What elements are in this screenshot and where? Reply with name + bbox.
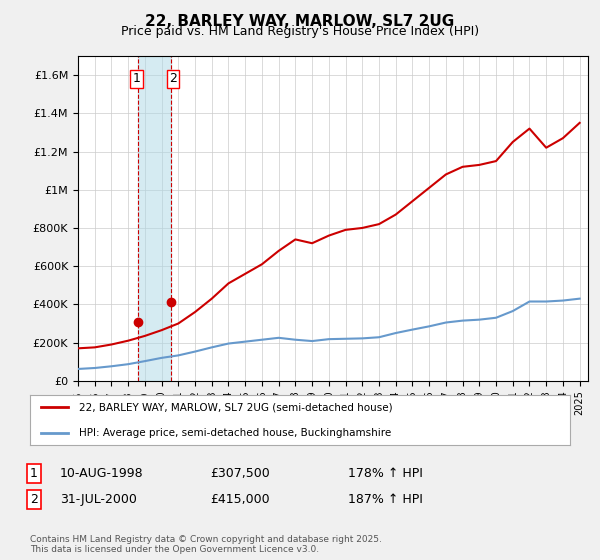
Text: £307,500: £307,500 — [210, 466, 270, 480]
Text: 178% ↑ HPI: 178% ↑ HPI — [348, 466, 423, 480]
Text: Contains HM Land Registry data © Crown copyright and database right 2025.
This d: Contains HM Land Registry data © Crown c… — [30, 535, 382, 554]
Text: 187% ↑ HPI: 187% ↑ HPI — [348, 493, 423, 506]
Text: 2: 2 — [30, 493, 38, 506]
Text: 22, BARLEY WAY, MARLOW, SL7 2UG: 22, BARLEY WAY, MARLOW, SL7 2UG — [145, 14, 455, 29]
Text: 22, BARLEY WAY, MARLOW, SL7 2UG (semi-detached house): 22, BARLEY WAY, MARLOW, SL7 2UG (semi-de… — [79, 403, 392, 412]
Text: Price paid vs. HM Land Registry's House Price Index (HPI): Price paid vs. HM Land Registry's House … — [121, 25, 479, 38]
Text: £415,000: £415,000 — [210, 493, 269, 506]
Text: 10-AUG-1998: 10-AUG-1998 — [60, 466, 143, 480]
Text: HPI: Average price, semi-detached house, Buckinghamshire: HPI: Average price, semi-detached house,… — [79, 428, 391, 437]
Text: 2: 2 — [169, 72, 177, 85]
Text: 1: 1 — [30, 466, 38, 480]
Bar — [139, 56, 172, 381]
Text: 1: 1 — [133, 72, 140, 85]
Text: 31-JUL-2000: 31-JUL-2000 — [60, 493, 137, 506]
